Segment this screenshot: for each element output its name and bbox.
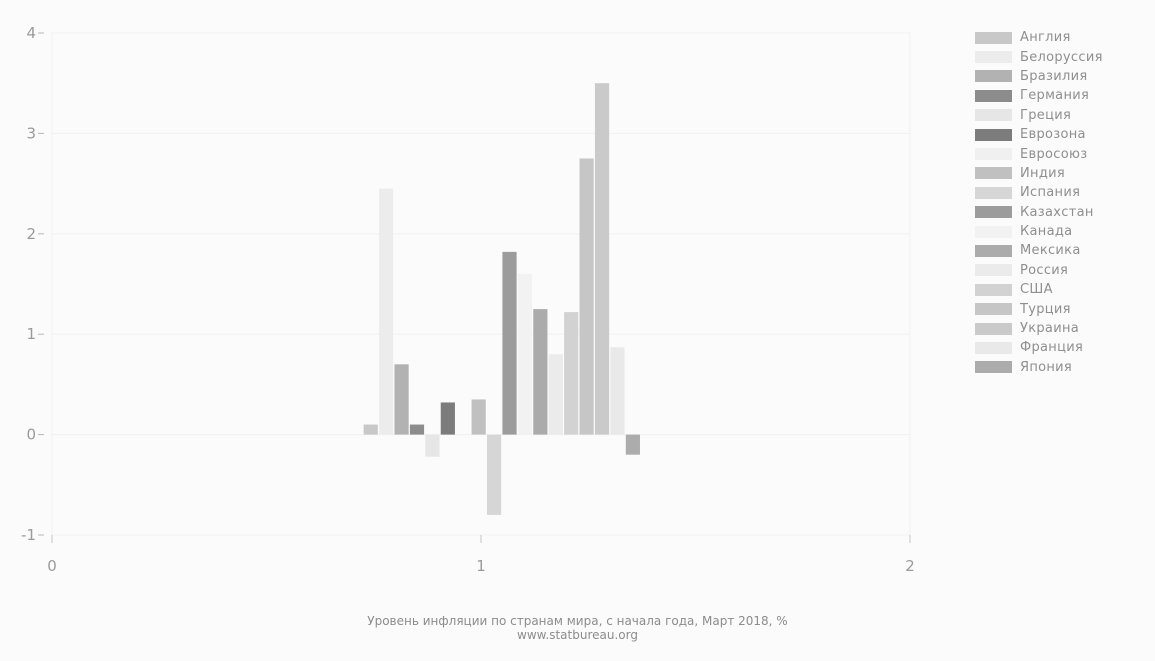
bar: Франция bbox=[610, 347, 625, 435]
legend-item[interactable]: Турция bbox=[975, 299, 1150, 318]
plot-frame bbox=[51, 32, 911, 536]
legend-swatch bbox=[975, 244, 1012, 257]
legend-label: Мексика bbox=[1020, 243, 1081, 259]
legend-swatch bbox=[975, 89, 1012, 102]
bar: Германия bbox=[409, 424, 425, 435]
bar: Канада bbox=[517, 273, 533, 435]
legend-label: Япония bbox=[1020, 359, 1073, 375]
legend-label: Франция bbox=[1020, 340, 1084, 356]
legend-label: Испания bbox=[1020, 185, 1081, 201]
bar: Россия bbox=[548, 354, 563, 435]
bar: Белоруссия bbox=[379, 188, 394, 435]
legend-label: Россия bbox=[1020, 262, 1069, 278]
legend-swatch bbox=[975, 322, 1012, 335]
y-tick-label: 1 bbox=[26, 325, 36, 343]
bar: Япония bbox=[625, 434, 640, 455]
bar: Казахстан bbox=[502, 251, 517, 435]
chart-source: www.statbureau.org bbox=[517, 628, 638, 642]
bar: Индия bbox=[471, 399, 486, 435]
x-tick-label: 1 bbox=[476, 557, 486, 575]
bar: Турция bbox=[579, 158, 594, 435]
legend-swatch bbox=[975, 303, 1012, 316]
y-tick-label: 0 bbox=[26, 426, 36, 444]
bar: Испания bbox=[487, 434, 502, 515]
legend-label: Греция bbox=[1020, 107, 1072, 123]
inflation-bar-chart: АнглияБелоруссияБразилияГерманияГрецияЕв… bbox=[21, 24, 915, 575]
x-tick-label: 0 bbox=[47, 557, 57, 575]
bar: Греция bbox=[425, 434, 440, 457]
bar: Еврозона bbox=[440, 402, 455, 435]
legend-swatch bbox=[975, 186, 1012, 199]
legend-item[interactable]: Мексика bbox=[975, 241, 1150, 260]
legend-swatch bbox=[975, 361, 1012, 374]
legend-item[interactable]: Япония bbox=[975, 358, 1150, 377]
legend-item[interactable]: Греция bbox=[975, 106, 1150, 125]
bars: АнглияБелоруссияБразилияГерманияГрецияЕв… bbox=[363, 83, 640, 515]
gridlines bbox=[52, 32, 910, 536]
bar: Украина bbox=[594, 83, 610, 435]
legend-swatch bbox=[975, 128, 1012, 141]
legend-swatch bbox=[975, 51, 1012, 64]
bar: Англия bbox=[363, 424, 378, 435]
legend-item[interactable]: Белоруссия bbox=[975, 47, 1150, 66]
legend-item[interactable]: Франция bbox=[975, 338, 1150, 357]
legend-label: Германия bbox=[1020, 88, 1090, 104]
x-tick-label: 2 bbox=[905, 557, 915, 575]
y-tick-label: 2 bbox=[26, 225, 36, 243]
bar: США bbox=[564, 312, 579, 435]
legend-label: Казахстан bbox=[1020, 204, 1094, 220]
legend-item[interactable]: Евросоюз bbox=[975, 144, 1150, 163]
legend-label: Канада bbox=[1020, 224, 1073, 240]
bar: Бразилия bbox=[394, 364, 409, 435]
x-axis-ticks: 0 1 2 bbox=[47, 535, 915, 575]
legend-item[interactable]: Россия bbox=[975, 261, 1150, 280]
legend-label: Бразилия bbox=[1020, 68, 1088, 84]
legend-label: Турция bbox=[1020, 301, 1071, 317]
legend-swatch bbox=[975, 264, 1012, 277]
legend-swatch bbox=[975, 206, 1012, 219]
plot-border bbox=[51, 32, 911, 536]
chart-title: Уровень инфляции по странам мира, с нача… bbox=[367, 614, 788, 628]
legend-label: Украина bbox=[1020, 321, 1080, 337]
legend-item[interactable]: Индия bbox=[975, 164, 1150, 183]
legend-item[interactable]: Германия bbox=[975, 86, 1150, 105]
legend-label: Англия bbox=[1020, 30, 1071, 46]
legend-item[interactable]: Англия bbox=[975, 28, 1150, 47]
legend-item[interactable]: Испания bbox=[975, 183, 1150, 202]
legend-item[interactable]: США bbox=[975, 280, 1150, 299]
bar: Евросоюз bbox=[456, 434, 471, 436]
legend-swatch bbox=[975, 31, 1012, 44]
legend-item[interactable]: Бразилия bbox=[975, 67, 1150, 86]
legend-label: США bbox=[1020, 282, 1053, 298]
chart-caption: Уровень инфляции по странам мира, с нача… bbox=[0, 614, 1155, 642]
y-axis-ticks: -1 0 1 2 3 4 bbox=[21, 24, 44, 544]
legend-item[interactable]: Еврозона bbox=[975, 125, 1150, 144]
legend-swatch bbox=[975, 283, 1012, 296]
legend-label: Евросоюз bbox=[1020, 146, 1088, 162]
y-tick-label: 3 bbox=[26, 124, 36, 142]
legend-swatch bbox=[975, 341, 1012, 354]
legend-swatch bbox=[975, 70, 1012, 83]
legend-swatch bbox=[975, 148, 1012, 161]
legend-item[interactable]: Украина bbox=[975, 319, 1150, 338]
legend-item[interactable]: Казахстан bbox=[975, 203, 1150, 222]
y-tick-label: -1 bbox=[21, 526, 36, 544]
legend-swatch bbox=[975, 167, 1012, 180]
legend-item[interactable]: Канада bbox=[975, 222, 1150, 241]
legend-label: Еврозона bbox=[1020, 127, 1086, 143]
legend-label: Индия bbox=[1020, 165, 1065, 181]
bar: Мексика bbox=[533, 309, 548, 435]
legend-label: Белоруссия bbox=[1020, 49, 1103, 65]
legend: Англия Белоруссия Бразилия Германия Греция Ев… bbox=[975, 28, 1150, 377]
legend-swatch bbox=[975, 225, 1012, 238]
legend-swatch bbox=[975, 109, 1012, 122]
y-tick-label: 4 bbox=[26, 24, 36, 42]
